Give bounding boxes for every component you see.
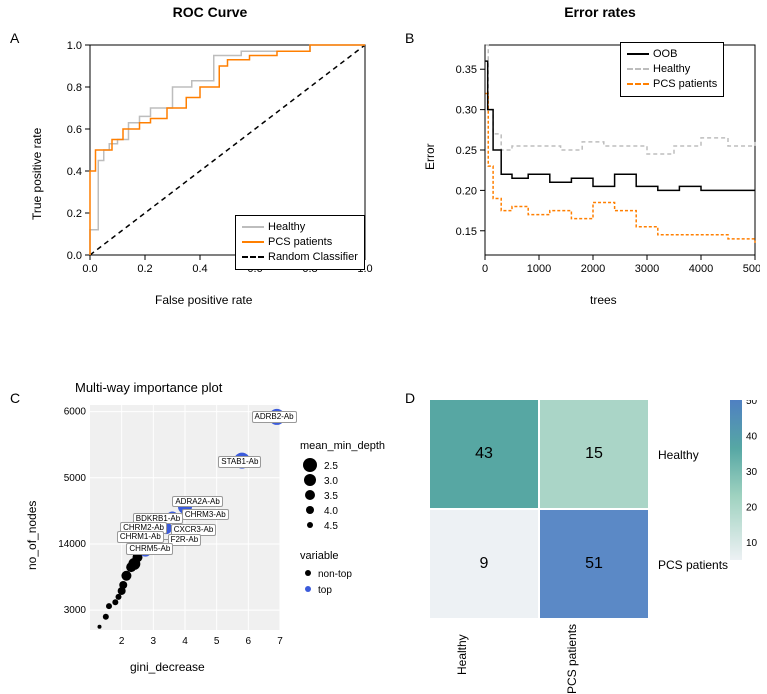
roc-ylabel: True positive rate [30, 128, 44, 220]
hm-row-1: PCS patients [658, 558, 728, 572]
hm-cell: 9 [430, 510, 538, 618]
svg-text:6000: 6000 [64, 407, 87, 418]
hm-cell: 51 [540, 510, 648, 618]
svg-text:4.5: 4.5 [324, 521, 338, 532]
roc-legend: Healthy PCS patients Random Classifier [235, 215, 365, 270]
svg-text:top: top [318, 585, 332, 596]
error-legend: OOB Healthy PCS patients [620, 42, 724, 97]
roc-legend-random: Random Classifier [268, 251, 358, 263]
svg-text:0.20: 0.20 [456, 185, 477, 197]
svg-text:0.6: 0.6 [67, 124, 82, 136]
roc-legend-healthy: Healthy [268, 221, 305, 233]
panel-d-letter: D [405, 390, 415, 406]
hm-row-0: Healthy [658, 448, 699, 462]
svg-text:0.4: 0.4 [67, 166, 82, 178]
svg-text:3000: 3000 [635, 263, 659, 275]
figure-container: ROC Curve Error rates A B C D 0.0 0.2 0.4 0… [0, 0, 767, 694]
hm-cell: 15 [540, 400, 648, 508]
importance-ylabel: no_of_nodes [25, 501, 39, 570]
svg-text:30: 30 [746, 467, 758, 478]
svg-text:14000: 14000 [58, 539, 86, 550]
svg-text:4: 4 [182, 636, 188, 647]
color-legend-title: variable [300, 550, 339, 562]
svg-text:5000: 5000 [64, 473, 87, 484]
svg-text:0.25: 0.25 [456, 145, 477, 157]
svg-text:2: 2 [119, 636, 125, 647]
svg-text:4000: 4000 [689, 263, 713, 275]
color-legend: non-top top [300, 565, 390, 605]
heatmap: 4315951 [430, 400, 650, 620]
roc-xlabel: False positive rate [155, 293, 252, 307]
heatmap-colorbar: 10 20 30 40 50 [730, 400, 767, 560]
svg-text:0.8: 0.8 [67, 82, 82, 94]
svg-text:5: 5 [214, 636, 220, 647]
hm-col-1: PCS patients [565, 624, 579, 694]
svg-text:1.0: 1.0 [67, 40, 82, 52]
svg-text:3.5: 3.5 [324, 491, 338, 502]
roc-legend-pcs: PCS patients [268, 236, 332, 248]
svg-text:0.35: 0.35 [456, 64, 477, 76]
size-legend-title: mean_min_depth [300, 440, 385, 452]
panel-a-letter: A [10, 30, 19, 46]
importance-xlabel: gini_decrease [130, 660, 205, 674]
point-label: ADRB2-Ab [252, 411, 297, 423]
svg-text:40: 40 [746, 432, 758, 443]
svg-text:0.30: 0.30 [456, 105, 477, 117]
svg-text:0.2: 0.2 [67, 208, 82, 220]
importance-title: Multi-way importance plot [75, 380, 222, 395]
panel-b-letter: B [405, 30, 414, 46]
point-label: CHRM3-Ab [182, 509, 229, 521]
svg-text:1000: 1000 [527, 263, 551, 275]
svg-text:0.15: 0.15 [456, 226, 477, 238]
svg-text:0.0: 0.0 [82, 263, 97, 275]
point-label: STAB1-Ab [218, 456, 261, 468]
svg-text:non-top: non-top [318, 569, 352, 580]
svg-text:7: 7 [277, 636, 283, 647]
panel-c-letter: C [10, 390, 20, 406]
svg-text:3.0: 3.0 [324, 476, 338, 487]
svg-text:2.5: 2.5 [324, 461, 338, 472]
svg-text:4.0: 4.0 [324, 506, 338, 517]
svg-text:50: 50 [746, 400, 758, 407]
svg-text:0.0: 0.0 [67, 250, 82, 262]
svg-text:10: 10 [746, 538, 758, 549]
point-label: CHRM5-Ab [126, 543, 173, 555]
error-legend-oob: OOB [653, 48, 677, 60]
svg-text:0.2: 0.2 [137, 263, 152, 275]
svg-text:0: 0 [482, 263, 488, 275]
roc-title: ROC Curve [120, 4, 300, 20]
svg-text:2000: 2000 [581, 263, 605, 275]
point-label: ADRA2A-Ab [172, 496, 222, 508]
svg-text:6: 6 [246, 636, 252, 647]
svg-text:3: 3 [151, 636, 157, 647]
error-ylabel: Error [423, 143, 437, 170]
svg-text:5000: 5000 [743, 263, 760, 275]
size-legend: 2.5 3.0 3.5 4.0 4.5 [300, 455, 390, 535]
error-title: Error rates [510, 4, 690, 20]
hm-cell: 43 [430, 400, 538, 508]
error-legend-pcs: PCS patients [653, 78, 717, 90]
svg-text:0.4: 0.4 [192, 263, 207, 275]
svg-text:20: 20 [746, 503, 758, 514]
hm-col-0: Healthy [455, 634, 469, 675]
svg-text:3000: 3000 [64, 605, 87, 616]
point-label: CHRM1-Ab [117, 531, 164, 543]
error-xlabel: trees [590, 293, 617, 307]
error-legend-healthy: Healthy [653, 63, 690, 75]
